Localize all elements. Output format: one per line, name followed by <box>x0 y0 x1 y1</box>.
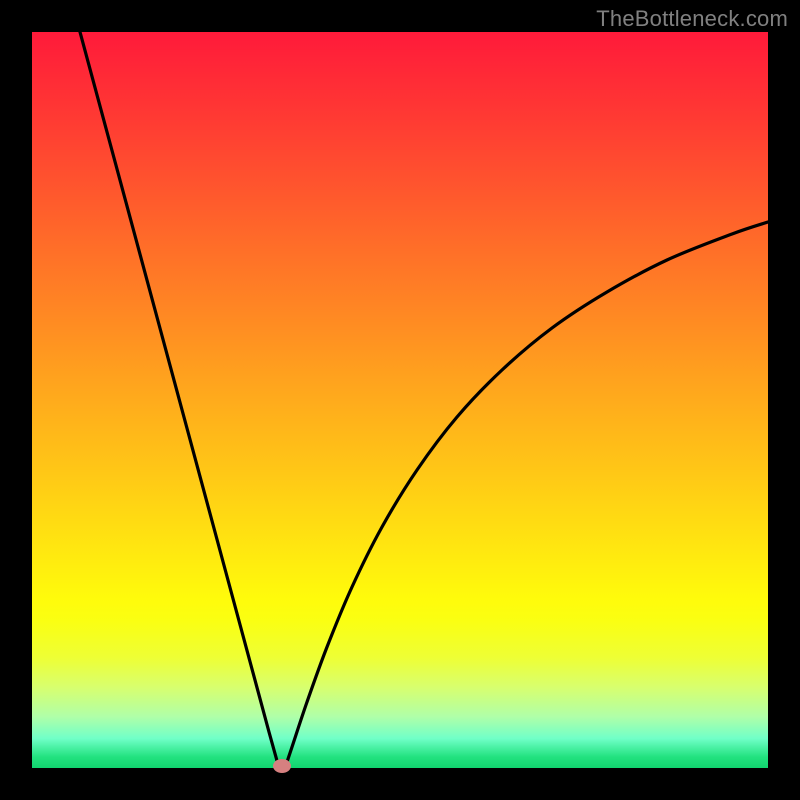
plot-area <box>32 32 768 768</box>
watermark-text: TheBottleneck.com <box>596 6 788 32</box>
bottleneck-curve <box>32 32 768 768</box>
optimal-point-marker <box>273 759 291 773</box>
